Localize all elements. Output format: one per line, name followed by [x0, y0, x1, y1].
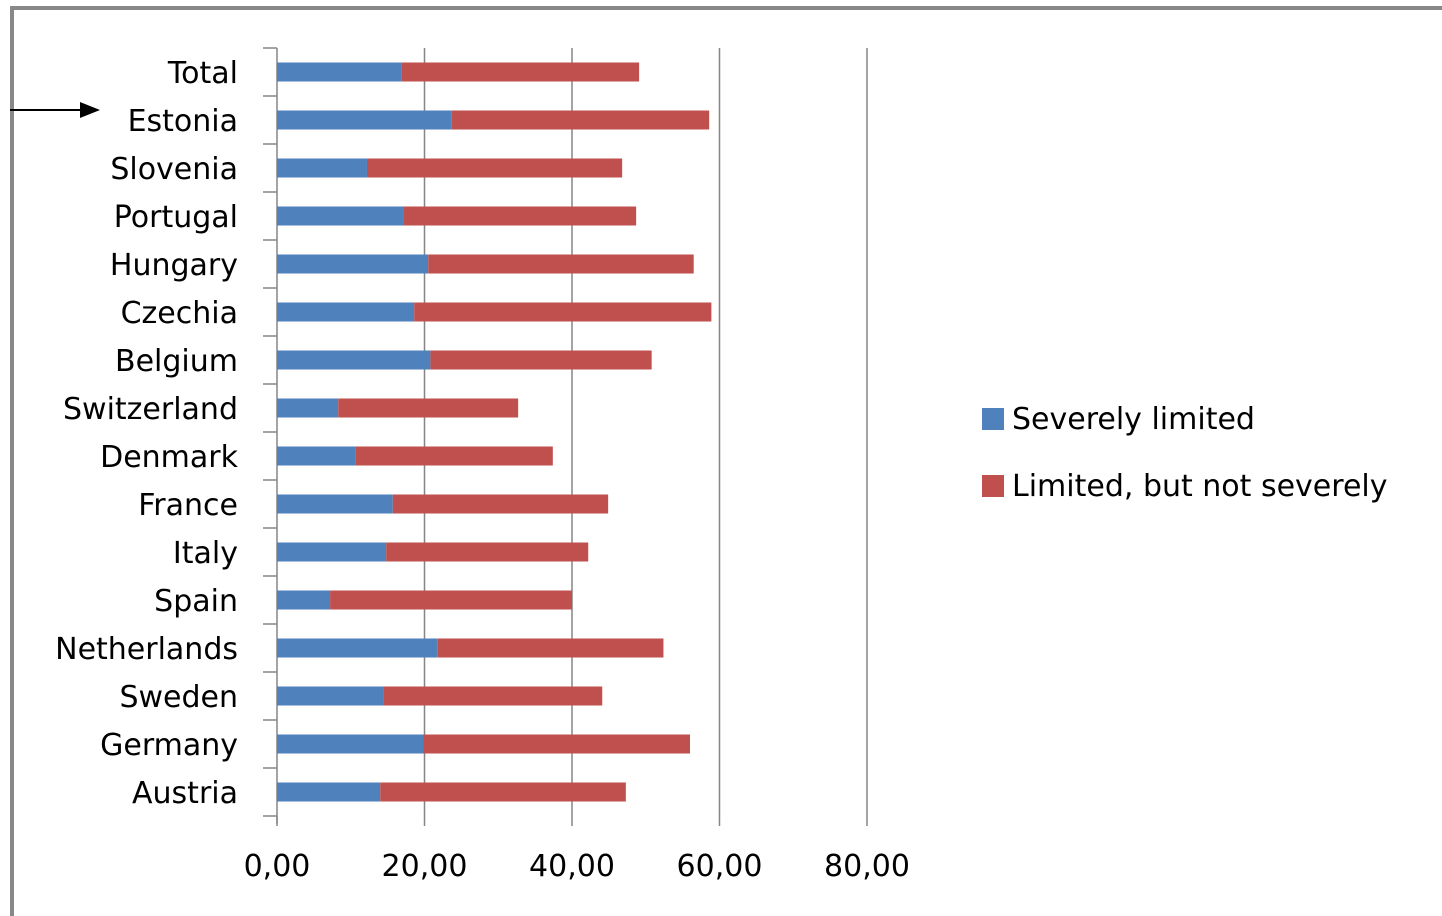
legend: Severely limited Limited, but not severe…	[982, 402, 1387, 536]
chart-frame	[10, 6, 1442, 916]
category-label: Hungary	[110, 248, 238, 283]
bar-severely-limited	[277, 158, 367, 178]
bar-limited-not-severely	[386, 542, 589, 562]
category-label: Portugal	[114, 200, 238, 235]
bar-limited-not-severely	[366, 158, 623, 178]
bar-severely-limited	[277, 542, 387, 562]
annotation-arrow-head	[80, 102, 100, 118]
bar-limited-not-severely	[403, 206, 637, 226]
bar-severely-limited	[277, 686, 384, 706]
bar-limited-not-severely	[437, 638, 664, 658]
category-label: Germany	[100, 728, 238, 763]
bar-severely-limited	[277, 206, 404, 226]
bar-limited-not-severely	[383, 686, 603, 706]
category-label: Spain	[154, 584, 238, 619]
bar-severely-limited	[277, 398, 339, 418]
bar-limited-not-severely	[338, 398, 519, 418]
legend-item-severely-limited: Severely limited	[982, 401, 1387, 437]
bar-limited-not-severely	[451, 110, 710, 130]
category-label: Netherlands	[55, 632, 238, 667]
bar-severely-limited	[277, 494, 393, 514]
legend-item-limited-not-severely: Limited, but not severely	[982, 468, 1388, 504]
category-label: Switzerland	[63, 392, 238, 427]
bar-limited-not-severely	[401, 62, 640, 82]
legend-swatch-limited-not-severely	[982, 475, 1004, 497]
category-label: Belgium	[115, 344, 238, 379]
category-label: Sweden	[119, 680, 238, 715]
legend-swatch-severely-limited	[982, 408, 1004, 430]
x-tick-label: 0,00	[244, 849, 311, 884]
bar-severely-limited	[277, 638, 438, 658]
x-tick-label: 20,00	[382, 849, 468, 884]
bar-severely-limited	[277, 62, 402, 82]
category-label: Total	[167, 56, 238, 91]
category-label: Estonia	[128, 104, 238, 139]
bar-severely-limited	[277, 254, 429, 274]
x-tick-label: 80,00	[824, 849, 910, 884]
legend-label-severely-limited: Severely limited	[1012, 401, 1255, 437]
x-tick-label: 40,00	[529, 849, 615, 884]
bar-limited-not-severely	[330, 590, 572, 610]
bar-limited-not-severely	[428, 254, 694, 274]
bar-limited-not-severely	[392, 494, 609, 514]
bar-limited-not-severely	[423, 734, 690, 754]
category-label: France	[138, 488, 238, 523]
bar-severely-limited	[277, 590, 331, 610]
bar-limited-not-severely	[355, 446, 553, 466]
bar-severely-limited	[277, 446, 356, 466]
bar-severely-limited	[277, 350, 431, 370]
category-label: Austria	[132, 776, 238, 811]
bar-limited-not-severely	[414, 302, 712, 322]
bar-severely-limited	[277, 302, 415, 322]
bar-severely-limited	[277, 734, 424, 754]
x-tick-label: 60,00	[677, 849, 763, 884]
category-label: Italy	[173, 536, 238, 571]
category-label: Denmark	[100, 440, 239, 475]
category-label: Czechia	[121, 296, 238, 331]
bar-severely-limited	[277, 110, 452, 130]
category-label: Slovenia	[110, 152, 238, 187]
bar-limited-not-severely	[430, 350, 652, 370]
bar-limited-not-severely	[380, 782, 626, 802]
legend-label-limited-not-severely: Limited, but not severely	[1012, 468, 1388, 504]
bar-severely-limited	[277, 782, 381, 802]
